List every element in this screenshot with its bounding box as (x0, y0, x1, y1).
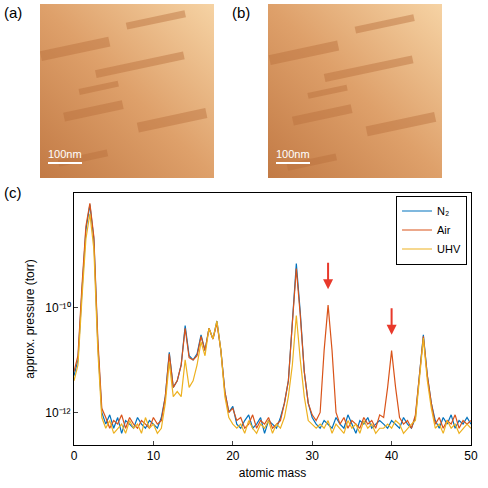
svg-text:20: 20 (226, 449, 240, 463)
svg-text:30: 30 (306, 449, 320, 463)
svg-text:40: 40 (385, 449, 399, 463)
svg-text:atomic mass: atomic mass (239, 466, 306, 480)
svg-text:approx. pressure (torr): approx. pressure (torr) (23, 259, 37, 378)
svg-text:100nm: 100nm (276, 148, 310, 160)
svg-text:Air: Air (437, 224, 451, 236)
html-text:(a): (a) (4, 4, 23, 21)
svg-text:50: 50 (464, 449, 478, 463)
svg-text:N₂: N₂ (437, 205, 449, 217)
svg-text:0: 0 (71, 449, 78, 463)
svg-text:100nm: 100nm (48, 148, 82, 160)
svg-text:UHV: UHV (437, 243, 461, 255)
svg-text:10⁻¹²: 10⁻¹² (45, 406, 70, 420)
svg-text:10⁻¹⁰: 10⁻¹⁰ (45, 301, 70, 315)
svg-text:10: 10 (147, 449, 161, 463)
html-text:(b): (b) (232, 4, 251, 21)
html-text:(c): (c) (4, 184, 22, 201)
